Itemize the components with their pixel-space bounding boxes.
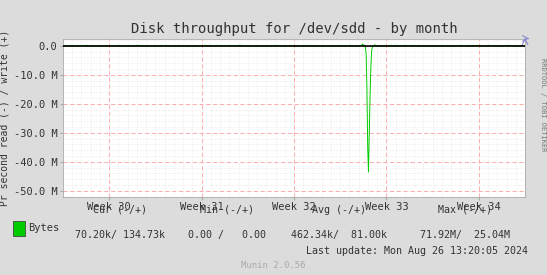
Text: 70.20k/ 134.73k: 70.20k/ 134.73k (75, 230, 165, 240)
Text: 0.00 /   0.00: 0.00 / 0.00 (188, 230, 266, 240)
Text: Avg (-/+): Avg (-/+) (312, 205, 366, 215)
Y-axis label: Pr second read (-) / write (+): Pr second read (-) / write (+) (0, 29, 9, 206)
Text: Max (-/+): Max (-/+) (438, 205, 492, 215)
Text: 71.92M/  25.04M: 71.92M/ 25.04M (420, 230, 510, 240)
Text: 462.34k/  81.00k: 462.34k/ 81.00k (291, 230, 387, 240)
Text: Munin 2.0.56: Munin 2.0.56 (241, 261, 306, 270)
Text: Min (-/+): Min (-/+) (200, 205, 254, 215)
Text: RRDTOOL / TOBI OETIKER: RRDTOOL / TOBI OETIKER (540, 58, 546, 151)
Text: Last update: Mon Aug 26 13:20:05 2024: Last update: Mon Aug 26 13:20:05 2024 (306, 246, 528, 256)
Title: Disk throughput for /dev/sdd - by month: Disk throughput for /dev/sdd - by month (131, 22, 457, 36)
Text: Cur (-/+): Cur (-/+) (94, 205, 147, 215)
Text: Bytes: Bytes (28, 223, 60, 233)
